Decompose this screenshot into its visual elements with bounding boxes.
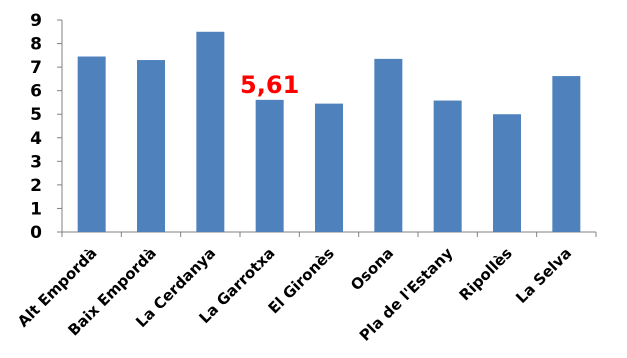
x-tick-label: Osona — [347, 244, 397, 294]
y-tick-label: 4 — [30, 129, 42, 149]
y-tick-label: 3 — [30, 152, 42, 172]
data-label: 5,61 — [240, 71, 299, 99]
y-tick-label: 2 — [30, 176, 42, 196]
y-tick-label: 5 — [30, 105, 42, 125]
x-tick-label: Ripollès — [456, 244, 516, 304]
bars — [77, 31, 581, 233]
y-tick-labels: 0 1 2 3 4 5 6 7 8 9 — [30, 11, 42, 243]
y-tick-label: 0 — [30, 223, 42, 243]
bar — [493, 114, 521, 232]
bar — [315, 103, 343, 232]
y-tick-label: 1 — [30, 199, 42, 219]
bar — [552, 76, 581, 232]
bar — [196, 31, 225, 233]
bar — [255, 99, 284, 232]
bar — [433, 100, 462, 232]
x-tick-label: La Selva — [512, 244, 575, 307]
bar — [77, 56, 106, 233]
data-labels: 5,61 — [240, 71, 299, 99]
bar — [137, 60, 165, 232]
y-tick-label: 7 — [30, 58, 42, 78]
y-tick-label: 6 — [30, 82, 42, 102]
y-tick-label: 9 — [30, 11, 42, 31]
bar — [374, 58, 403, 232]
y-tick-label: 8 — [30, 35, 42, 55]
